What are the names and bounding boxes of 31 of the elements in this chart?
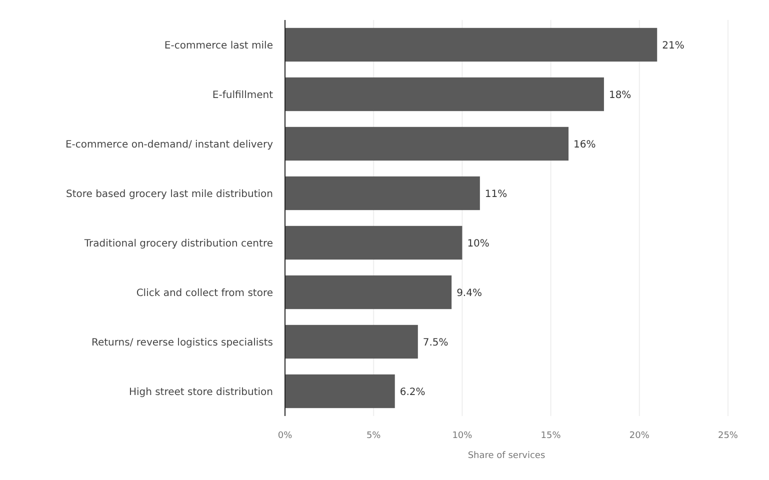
data-label: 21%: [662, 40, 684, 52]
x-tick-label: 25%: [718, 431, 738, 441]
data-label: 9.4%: [456, 288, 482, 299]
data-label: 11%: [484, 188, 508, 200]
data-label: 6.2%: [400, 386, 426, 398]
x-tick-label: 0%: [278, 431, 293, 441]
x-axis-title: Share of services: [468, 451, 546, 461]
x-tick-label: 5%: [366, 431, 382, 441]
y-tick-label: E-commerce last mile: [164, 40, 273, 52]
data-label: 18%: [608, 90, 632, 101]
y-tick-label: Returns/ reverse logistics specialists: [91, 337, 273, 348]
data-label: 7.5%: [422, 337, 448, 348]
y-tick-label: E-fulfillment: [212, 90, 274, 101]
bar: [285, 374, 395, 408]
y-tick-label: Click and collect from store: [136, 288, 273, 299]
bar: [285, 28, 658, 62]
y-tick-label: Store based grocery last mile distribution: [66, 188, 273, 200]
bar: [285, 324, 418, 359]
y-tick-label: E-commerce on-demand/ instant delivery: [65, 139, 274, 150]
bar: [285, 226, 462, 260]
data-label: 10%: [467, 238, 490, 250]
x-tick-label: 10%: [452, 431, 473, 441]
y-tick-label: Traditional grocery distribution centre: [83, 238, 273, 250]
y-tick-label: High street store distribution: [128, 386, 273, 398]
data-label: 16%: [574, 139, 596, 150]
bar: [285, 126, 569, 161]
bar: [285, 275, 452, 310]
x-tick-label: 15%: [540, 431, 562, 441]
x-tick-label: 20%: [629, 431, 650, 441]
bar: [285, 77, 604, 112]
bar: [285, 176, 480, 210]
